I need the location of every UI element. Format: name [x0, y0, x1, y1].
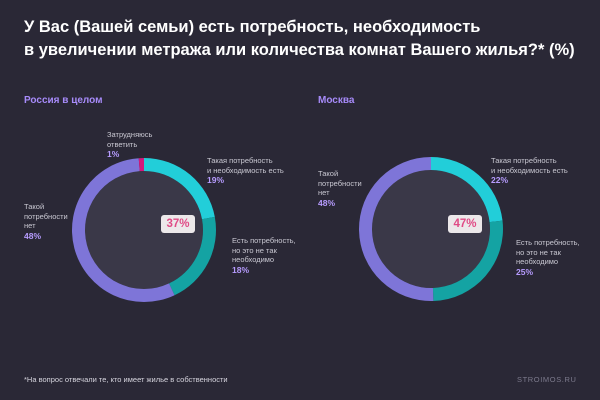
slice-value: 25%	[516, 266, 534, 277]
donut-slice-2	[72, 158, 175, 302]
slice-value: 1%	[107, 149, 120, 159]
donut-hole	[85, 171, 203, 289]
center-label-moscow: 47%	[448, 215, 482, 233]
slice-label-line: Такая потребность	[207, 156, 273, 165]
slice-label-line: Есть потребность,	[516, 238, 580, 247]
slice-value: 19%	[207, 175, 225, 185]
donut-slice-1	[169, 216, 216, 296]
slice-label-line: Затрудняюсь	[107, 130, 153, 139]
chart-title: У Вас (Вашей семьи) есть потребность, не…	[24, 16, 584, 62]
donut-slice-0	[431, 157, 503, 223]
slice-label-line: ответить	[107, 139, 138, 149]
donut-slice-2	[358, 157, 434, 301]
footnote: *На вопрос отвечали те, кто имеет жилье …	[24, 375, 228, 384]
slice-label-line: Такой	[318, 169, 339, 178]
slice-label-line: необходимо	[232, 255, 275, 264]
slice-label-line: Есть потребность,	[232, 236, 296, 245]
slice-value: 48%	[318, 197, 336, 208]
slice-label-line: потребности	[318, 178, 362, 188]
slice-label-need-not-necessary-moscow: Есть потребность, но это не так необходи…	[516, 238, 580, 277]
slice-label-line: нет	[24, 221, 36, 230]
slice-label-line: нет	[318, 188, 330, 197]
section-title-moscow: Москва	[318, 95, 355, 106]
slice-label-need-yes-russia: Такая потребность и необходимость есть 1…	[207, 156, 284, 186]
slice-label-undecided-russia: Затрудняюсь ответить 1%	[107, 130, 152, 160]
donut-slice-1	[432, 220, 503, 301]
slice-label-need-not-necessary-russia: Есть потребность, но это не так необходи…	[232, 236, 296, 275]
slice-value: 18%	[232, 264, 250, 275]
slice-value: 22%	[491, 175, 509, 185]
donut-chart-russia	[72, 158, 216, 302]
donut-slice-0	[144, 158, 215, 220]
slice-label-line: необходимо	[516, 257, 559, 266]
slice-label-no-need-moscow: Такой потребности нет 48%	[318, 169, 362, 208]
slice-label-line: но это не так	[516, 247, 561, 257]
slice-value: 48%	[24, 230, 42, 241]
slice-label-line: и необходимость есть	[491, 165, 568, 175]
chart-title-line-1: У Вас (Вашей семьи) есть потребность, не…	[24, 18, 481, 36]
slice-label-need-yes-moscow: Такая потребность и необходимость есть 2…	[491, 156, 568, 186]
slice-label-line: потребности	[24, 211, 68, 221]
slice-label-line: Такая потребность	[491, 156, 557, 165]
donut-hole	[372, 170, 490, 288]
brand-logo: STROIMOS.RU	[517, 375, 577, 384]
section-title-russia: Россия в целом	[24, 95, 103, 106]
slice-label-no-need-russia: Такой потребности нет 48%	[24, 202, 68, 241]
slice-label-line: но это не так	[232, 245, 277, 255]
slice-label-line: Такой	[24, 202, 45, 211]
center-label-russia: 37%	[161, 215, 195, 233]
donut-slice-3	[138, 158, 144, 172]
donut-chart-moscow	[358, 157, 503, 301]
chart-title-line-2: в увеличении метража или количества комн…	[24, 41, 575, 59]
slice-label-line: и необходимость есть	[207, 165, 284, 175]
